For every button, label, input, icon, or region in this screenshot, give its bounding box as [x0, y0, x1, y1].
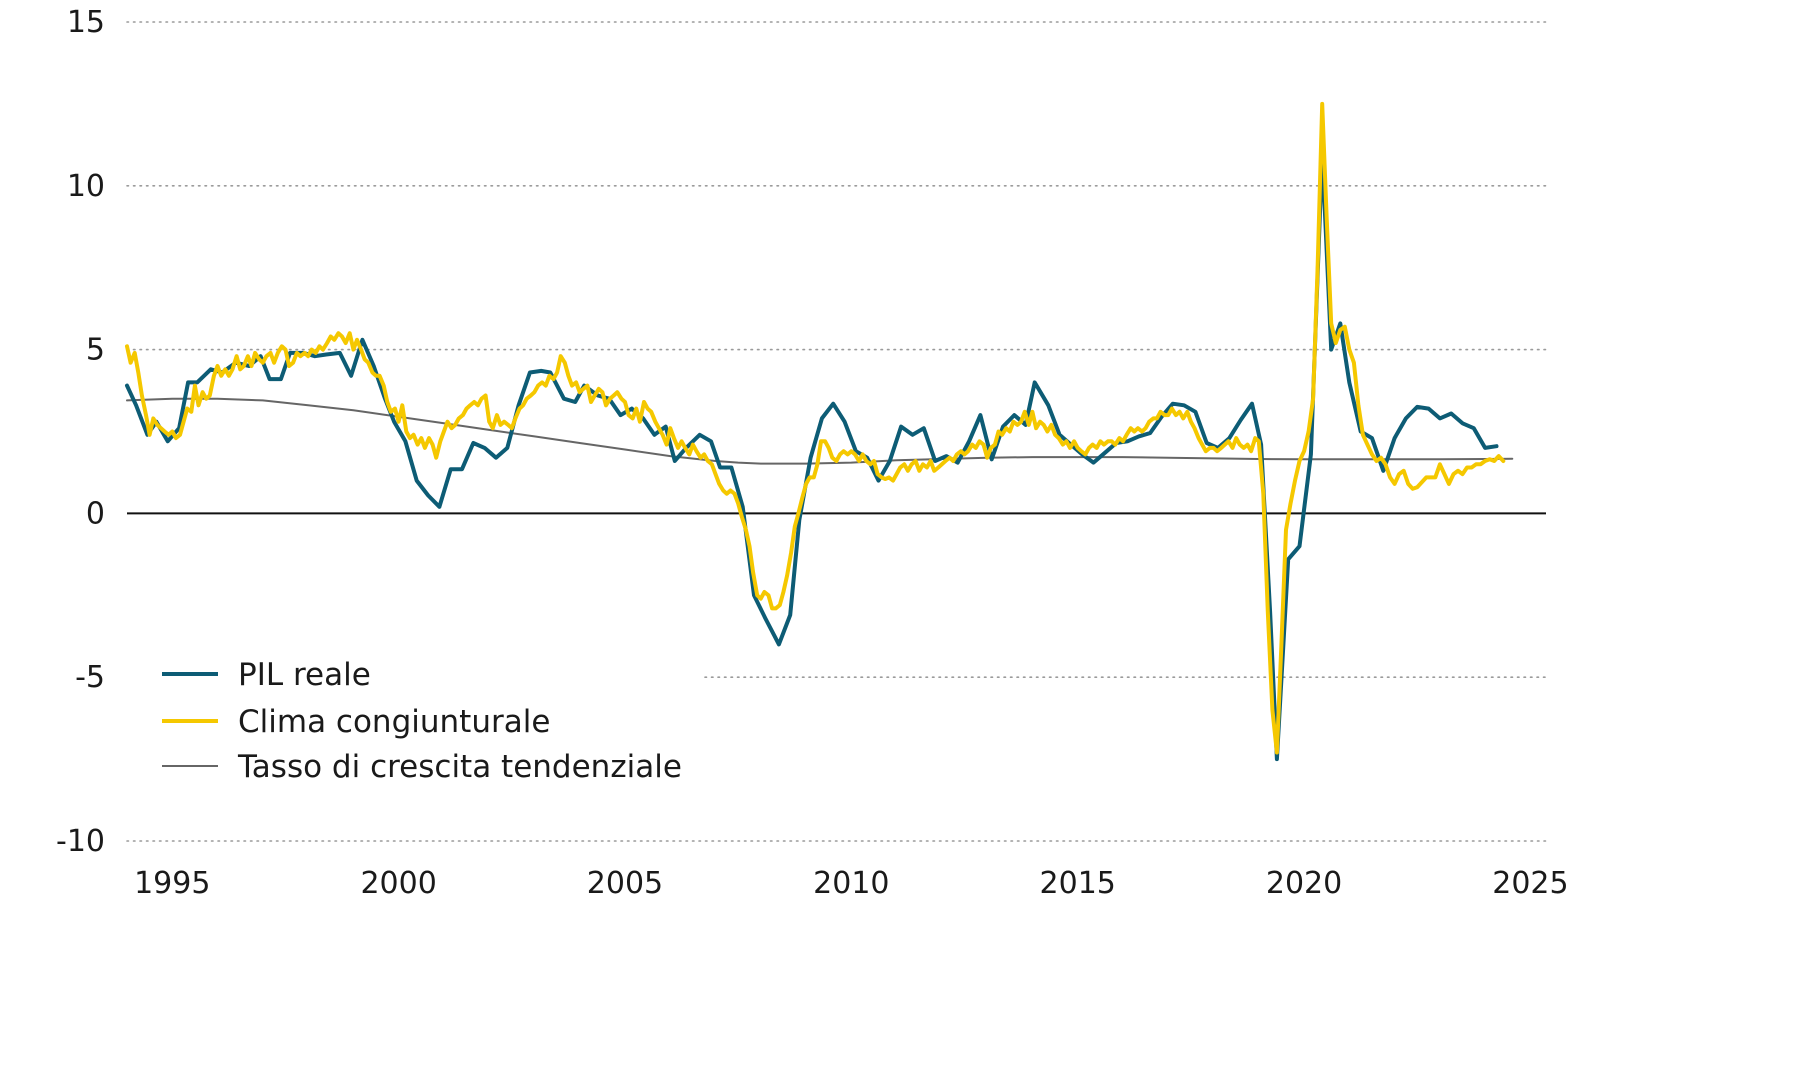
x-tick-label: 2010 [813, 866, 889, 901]
legend-label-pil-reale: PIL reale [238, 657, 371, 693]
series-lines [125, 101, 1514, 762]
y-tick-label: -5 [75, 660, 105, 695]
x-axis-ticks: 1995 2000 2005 2010 2015 2020 2025 [134, 866, 1569, 901]
x-tick-label: 2000 [360, 866, 436, 901]
y-tick-label: 15 [67, 5, 105, 40]
series-line-clima-congiunturale [125, 101, 1506, 755]
x-tick-label: 2005 [587, 866, 663, 901]
x-tick-label: 2015 [1040, 866, 1116, 901]
legend-label-clima-congiunturale: Clima congiunturale [238, 704, 550, 740]
y-tick-label: -10 [56, 824, 105, 859]
x-tick-label: 2020 [1266, 866, 1342, 901]
y-axis-ticks: 15 10 5 0 -5 -10 [56, 5, 105, 859]
x-tick-label: 2025 [1492, 866, 1568, 901]
y-tick-label: 0 [86, 496, 105, 531]
series-line-pil-reale [125, 151, 1499, 762]
y-tick-label: 10 [67, 169, 105, 204]
gridlines [126, 21, 1547, 842]
legend: PIL reale Clima congiunturale Tasso di cre… [162, 657, 682, 785]
y-tick-label: 5 [86, 333, 105, 368]
legend-label-tasso-di-crescita-tendenziale: Tasso di crescita tendenziale [237, 749, 682, 785]
x-tick-label: 1995 [134, 866, 210, 901]
series-line-tasso-di-crescita-tendenziale [126, 397, 1514, 465]
